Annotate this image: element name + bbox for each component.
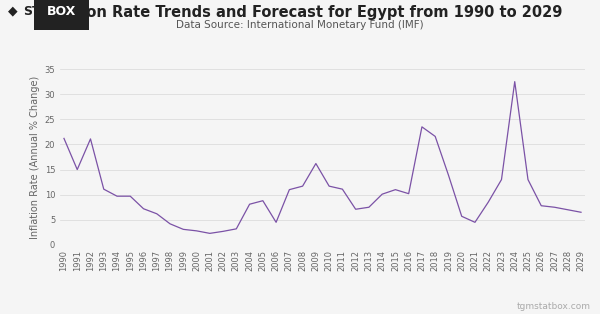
Text: BOX: BOX xyxy=(47,5,76,18)
Y-axis label: Inflation Rate (Annual % Change): Inflation Rate (Annual % Change) xyxy=(31,75,40,239)
Text: Data Source: International Monetary Fund (IMF): Data Source: International Monetary Fund… xyxy=(176,20,424,30)
Text: STAT: STAT xyxy=(23,5,56,18)
Text: tgmstatbox.com: tgmstatbox.com xyxy=(517,302,591,311)
Text: ◆: ◆ xyxy=(8,5,17,18)
Text: Inflation Rate Trends and Forecast for Egypt from 1990 to 2029: Inflation Rate Trends and Forecast for E… xyxy=(37,5,563,20)
